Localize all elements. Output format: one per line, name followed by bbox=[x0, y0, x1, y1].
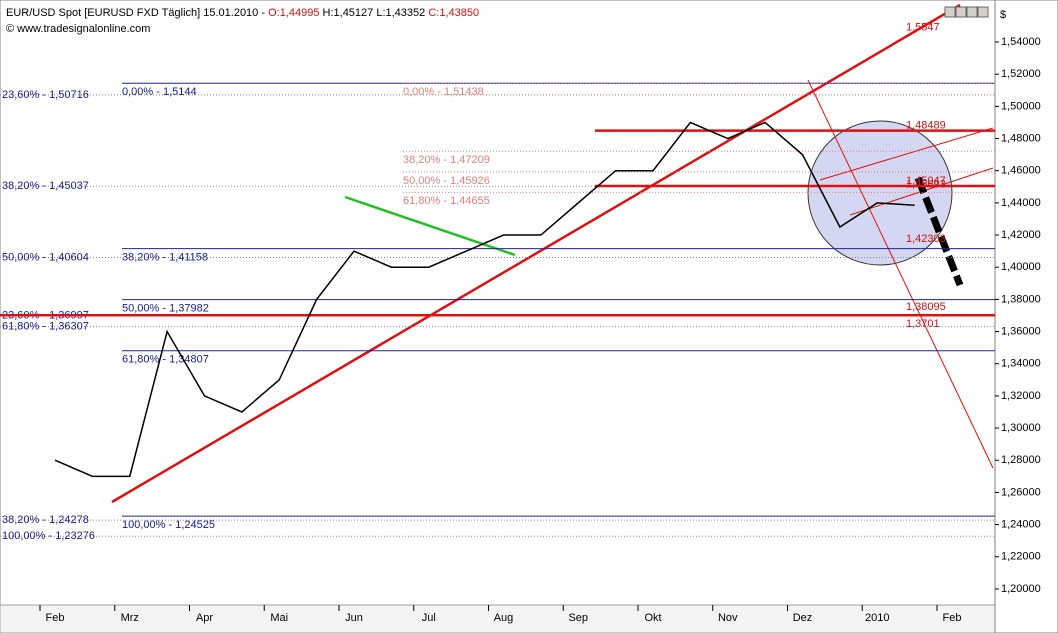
button[interactable] bbox=[944, 6, 956, 18]
level-label: 1,3701 bbox=[906, 318, 940, 330]
y-tick-label: 1,46000 bbox=[1001, 165, 1041, 177]
level-label: 38,20% - 1,45037 bbox=[2, 180, 89, 192]
y-tick-label: 1,36000 bbox=[1001, 325, 1041, 337]
button[interactable] bbox=[977, 6, 989, 18]
x-tick-label: Jun bbox=[345, 612, 363, 624]
unit: $ bbox=[1000, 9, 1006, 21]
button[interactable] bbox=[966, 6, 978, 18]
y-tick-label: 1,40000 bbox=[1001, 261, 1041, 273]
header: EUR/USD Spot [EURUSD FXD Täglich] 15.01.… bbox=[6, 7, 1006, 35]
level-label: 0,00% - 1,51438 bbox=[403, 86, 484, 98]
level-label: 50,00% - 1,37982 bbox=[122, 303, 209, 315]
open: O:1,44995 bbox=[268, 7, 319, 19]
level-label: 1,45693 bbox=[906, 179, 946, 191]
projection-arrow bbox=[914, 176, 964, 287]
level-label: 0,00% - 1,5144 bbox=[122, 86, 197, 98]
x-axis-strip bbox=[0, 604, 996, 633]
level-label: 38,20% - 1,41158 bbox=[122, 251, 208, 263]
y-tick-label: 1,30000 bbox=[1001, 422, 1041, 434]
x-tick-label: Jul bbox=[422, 612, 436, 624]
level-label: 61,80% - 1,44655 bbox=[403, 195, 490, 207]
price-line bbox=[54, 121, 915, 478]
x-tick-label: Mrz bbox=[121, 612, 139, 624]
y-tick-label: 1,24000 bbox=[1001, 518, 1041, 530]
y-tick-label: 1,54000 bbox=[1001, 36, 1041, 48]
x-tick-label: Sep bbox=[568, 612, 588, 624]
level-label: 61,80% - 1,34807 bbox=[122, 354, 209, 366]
level-label: 1,42303 bbox=[906, 233, 946, 245]
x-tick-label: Aug bbox=[494, 612, 514, 624]
trend-line bbox=[111, 3, 961, 504]
x-tick-label: Feb bbox=[943, 612, 962, 624]
y-tick-label: 1,28000 bbox=[1001, 454, 1041, 466]
y-tick-label: 1,22000 bbox=[1001, 551, 1041, 563]
level-label: 38,20% - 1,24278 bbox=[2, 514, 89, 526]
x-tick-label: Dez bbox=[793, 612, 813, 624]
level-label: 50,00% - 1,45926 bbox=[403, 175, 490, 187]
x-tick-label: Okt bbox=[644, 612, 661, 624]
y-tick-label: 1,20000 bbox=[1001, 583, 1041, 595]
y-tick-label: 1,48000 bbox=[1001, 132, 1041, 144]
level-label: 50,00% - 1,40604 bbox=[2, 251, 89, 263]
x-tick-label: Apr bbox=[196, 612, 213, 624]
level-label: 1,5547 bbox=[906, 21, 940, 33]
button[interactable] bbox=[955, 6, 967, 18]
y-tick-label: 1,52000 bbox=[1001, 68, 1041, 80]
level-label: 1,48489 bbox=[906, 120, 946, 132]
close: C:1,43850 bbox=[428, 7, 479, 19]
level-label: 100,00% - 1,24525 bbox=[122, 519, 215, 531]
highlight-circle bbox=[807, 120, 953, 266]
x-tick-label: Feb bbox=[46, 612, 65, 624]
x-tick-label: Mai bbox=[270, 612, 288, 624]
level-label: 38,20% - 1,47209 bbox=[403, 154, 490, 166]
high-low: H:1,45127 L:1,43352 bbox=[323, 7, 426, 19]
y-tick-label: 1,44000 bbox=[1001, 197, 1041, 209]
level-label: 1,45047 bbox=[906, 175, 946, 187]
level-label: 23,60% - 1,50716 bbox=[2, 89, 89, 101]
x-tick-label: Nov bbox=[718, 612, 738, 624]
y-tick-label: 1,38000 bbox=[1001, 293, 1041, 305]
level-label: 100,00% - 1,23276 bbox=[2, 530, 95, 542]
trend-line bbox=[807, 79, 994, 469]
channel-line bbox=[819, 127, 994, 181]
x-tick-label: 2010 bbox=[865, 612, 889, 624]
level-label: 61,80% - 1,36307 bbox=[2, 321, 89, 333]
source: © www.tradesignalonline.com bbox=[6, 23, 150, 35]
title: EUR/USD Spot [EURUSD FXD Täglich] 15.01.… bbox=[6, 7, 479, 19]
y-tick-label: 1,32000 bbox=[1001, 390, 1041, 402]
y-tick-label: 1,34000 bbox=[1001, 358, 1041, 370]
level-label: 1,38095 bbox=[906, 301, 946, 313]
y-tick-label: 1,26000 bbox=[1001, 486, 1041, 498]
title-text: EUR/USD Spot [EURUSD FXD Täglich] 15.01.… bbox=[6, 7, 265, 19]
trend-line bbox=[344, 195, 516, 257]
y-tick-label: 1,42000 bbox=[1001, 229, 1041, 241]
window-buttons[interactable] bbox=[944, 6, 989, 18]
y-tick-label: 1,50000 bbox=[1001, 100, 1041, 112]
